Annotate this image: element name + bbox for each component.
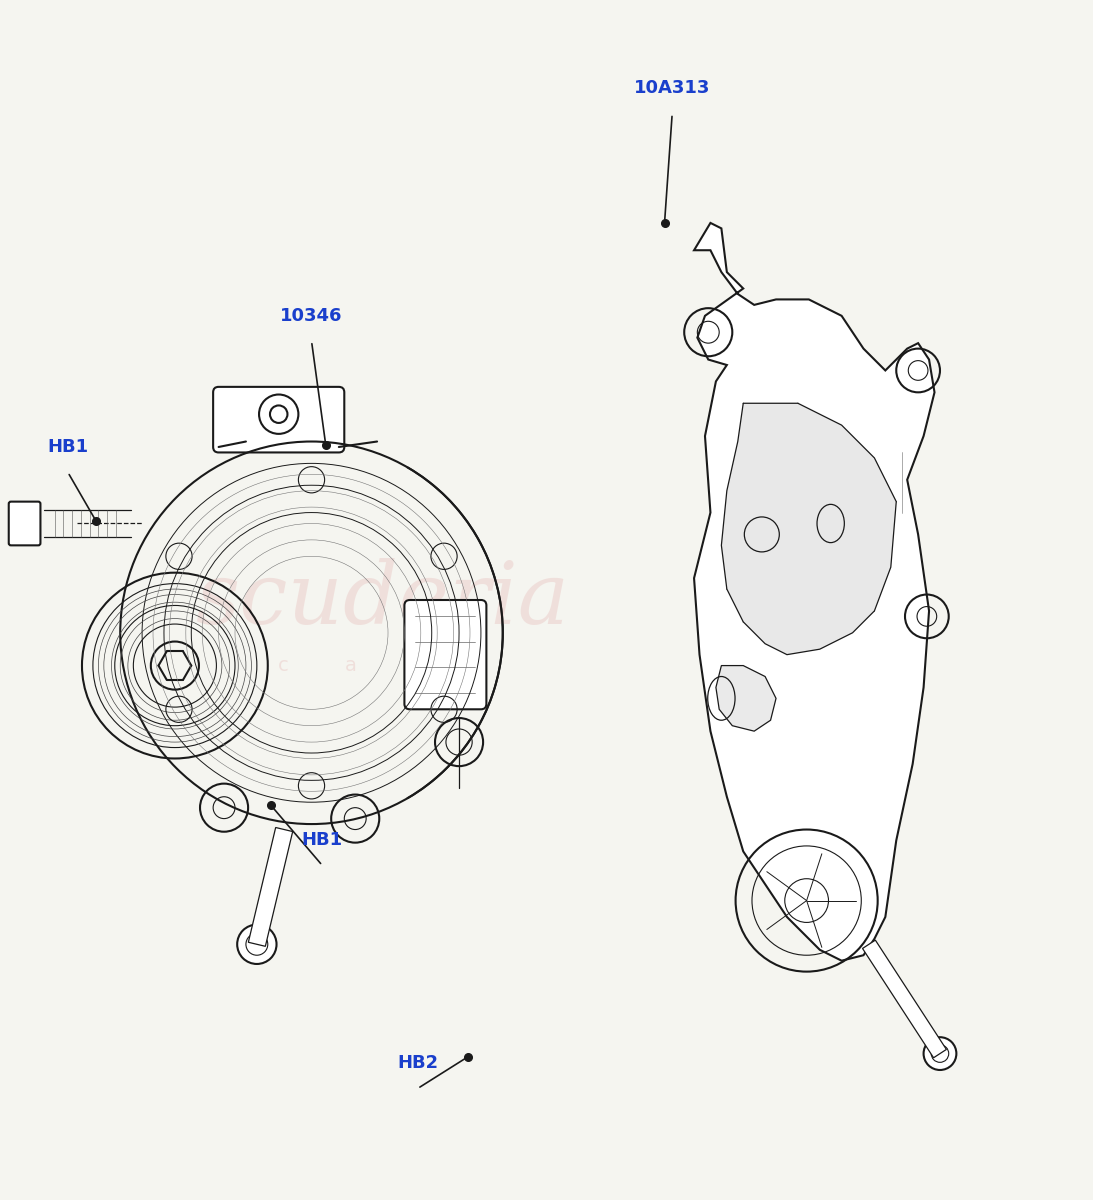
Polygon shape [694, 223, 935, 961]
Text: 10346: 10346 [280, 306, 343, 324]
FancyBboxPatch shape [404, 600, 486, 709]
Text: scuderia: scuderia [196, 559, 569, 641]
Polygon shape [248, 828, 293, 947]
Polygon shape [862, 940, 947, 1057]
Polygon shape [716, 666, 776, 731]
Text: HB1: HB1 [302, 832, 343, 850]
Text: HB1: HB1 [47, 438, 89, 456]
Text: c         a         r         s: c a r s [278, 656, 487, 676]
FancyBboxPatch shape [213, 386, 344, 452]
Circle shape [237, 925, 277, 964]
Polygon shape [721, 403, 896, 655]
FancyBboxPatch shape [9, 502, 40, 545]
Text: HB2: HB2 [397, 1054, 438, 1072]
Text: 10A313: 10A313 [634, 79, 710, 97]
Circle shape [924, 1037, 956, 1070]
